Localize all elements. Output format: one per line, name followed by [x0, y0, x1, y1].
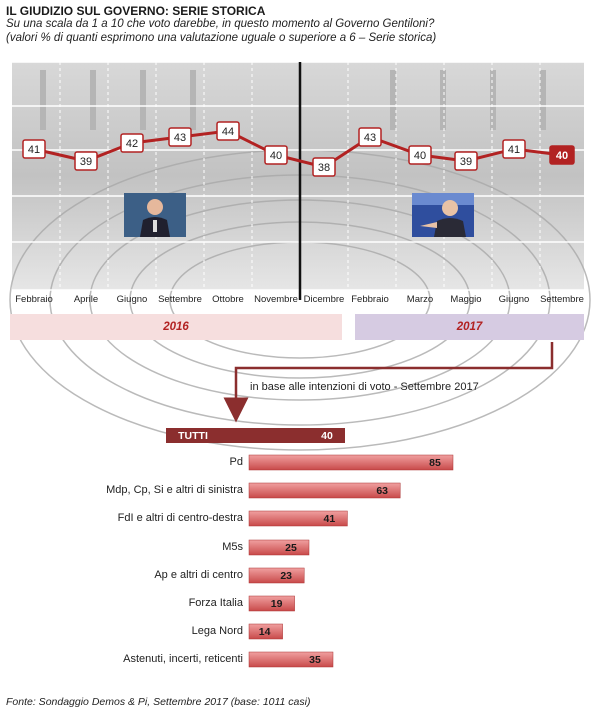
bar-value-label: 41: [324, 513, 336, 525]
bar-category-label: TUTTI: [178, 430, 208, 442]
bar: [248, 623, 283, 640]
data-point-box: [502, 139, 526, 159]
x-tick-label: Febbraio: [15, 294, 53, 305]
bar-value-label: 35: [309, 654, 321, 666]
data-point-label: 39: [80, 156, 92, 168]
data-point-box: [454, 151, 478, 171]
year-band-2017: 2017: [355, 314, 584, 340]
data-point-box: [74, 151, 98, 171]
x-tick-label: Febbraio: [351, 294, 389, 305]
bar-category-label: M5s: [222, 541, 243, 553]
data-point-label: 38: [318, 162, 330, 174]
bar-value-label: 85: [429, 457, 441, 469]
year-band-2016: 2016: [10, 314, 342, 340]
data-point-label: 40: [414, 150, 426, 162]
bar-category-label: Pd: [229, 456, 243, 468]
data-point-label: 40: [556, 150, 568, 162]
gridlines: [12, 61, 584, 291]
data-point-label: 41: [28, 144, 40, 156]
chart-subtitle-note: (valori % di quanti esprimono una valuta…: [6, 32, 437, 44]
bar-category-label: Astenuti, incerti, reticenti: [123, 653, 243, 665]
bar-category-label: Ap e altri di centro: [154, 569, 243, 581]
bar: [248, 510, 348, 527]
bar: [248, 482, 401, 499]
parliament-columns: [40, 70, 546, 130]
bar-value-label: 63: [376, 485, 388, 497]
bar-total: [166, 428, 345, 443]
chart-subtitle-question: Su una scala da 1 a 10 che voto darebbe,…: [6, 18, 435, 30]
line-series: 41 39 42 43 44 40 38 43 40 39 41 40: [22, 121, 575, 177]
x-tick-label: Giugno: [117, 294, 148, 305]
portrait-renzi-photo: [124, 193, 186, 237]
bar-value-label: 14: [259, 626, 271, 638]
x-tick-label: Settembre: [158, 294, 202, 305]
bar-value-label: 25: [285, 542, 297, 554]
bar-category-label: Mdp, Cp, Si e altri di sinistra: [106, 484, 243, 496]
bar: [248, 539, 310, 556]
bar: [248, 595, 295, 612]
x-tick-label: Marzo: [407, 294, 433, 305]
x-tick-label: Novembre: [254, 294, 298, 305]
bar-series: TUTTI 40 85 63 41 25 23 19 14 35: [166, 428, 454, 668]
source-footnote: Fonte: Sondaggio Demos & Pi, Settembre 2…: [6, 696, 311, 708]
data-point-label: 40: [270, 150, 282, 162]
bar-value-label: 40: [321, 430, 333, 442]
connector-arrow: [223, 342, 554, 423]
data-point-box: [312, 157, 336, 177]
data-point-label: 39: [460, 156, 472, 168]
data-point-label: 44: [222, 126, 234, 138]
x-tick-label: Giugno: [499, 294, 530, 305]
bar-category-label: Forza Italia: [188, 597, 243, 609]
x-tick-label: Aprile: [74, 294, 98, 305]
x-tick-label: Dicembre: [304, 294, 345, 305]
bar-category-label: Lega Nord: [191, 625, 243, 637]
line-chart-background: [12, 62, 584, 290]
data-point-label: 42: [126, 138, 138, 150]
data-point-label: 43: [364, 132, 376, 144]
bar-chart-subtitle: in base alle intenzioni di voto - Settem…: [250, 381, 479, 393]
data-point-box: [549, 145, 575, 165]
x-tick-label: Settembre: [540, 294, 584, 305]
data-point-box: [216, 121, 240, 141]
data-point-box: [168, 127, 192, 147]
bar-category-label: FdI e altri di centro-destra: [117, 512, 243, 524]
data-point-box: [22, 139, 46, 159]
data-point-box: [408, 145, 432, 165]
bar-value-label: 23: [280, 570, 292, 582]
bar-value-label: 19: [271, 598, 283, 610]
x-tick-label: Ottobre: [212, 294, 244, 305]
data-point-label: 41: [508, 144, 520, 156]
data-point-box: [264, 145, 288, 165]
data-point-box: [358, 127, 382, 147]
chart-title: IL GIUDIZIO SUL GOVERNO: SERIE STORICA: [6, 4, 266, 18]
bar: [248, 567, 305, 584]
x-axis-labels: Febbraio Aprile Giugno Settembre Ottobre Nove…: [15, 294, 584, 305]
x-tick-label: Maggio: [450, 294, 481, 305]
bar: [248, 651, 334, 668]
data-point-label: 43: [174, 132, 186, 144]
portrait-gentiloni-photo: [412, 193, 474, 237]
data-point-box: [120, 133, 144, 153]
bar: [248, 454, 454, 471]
